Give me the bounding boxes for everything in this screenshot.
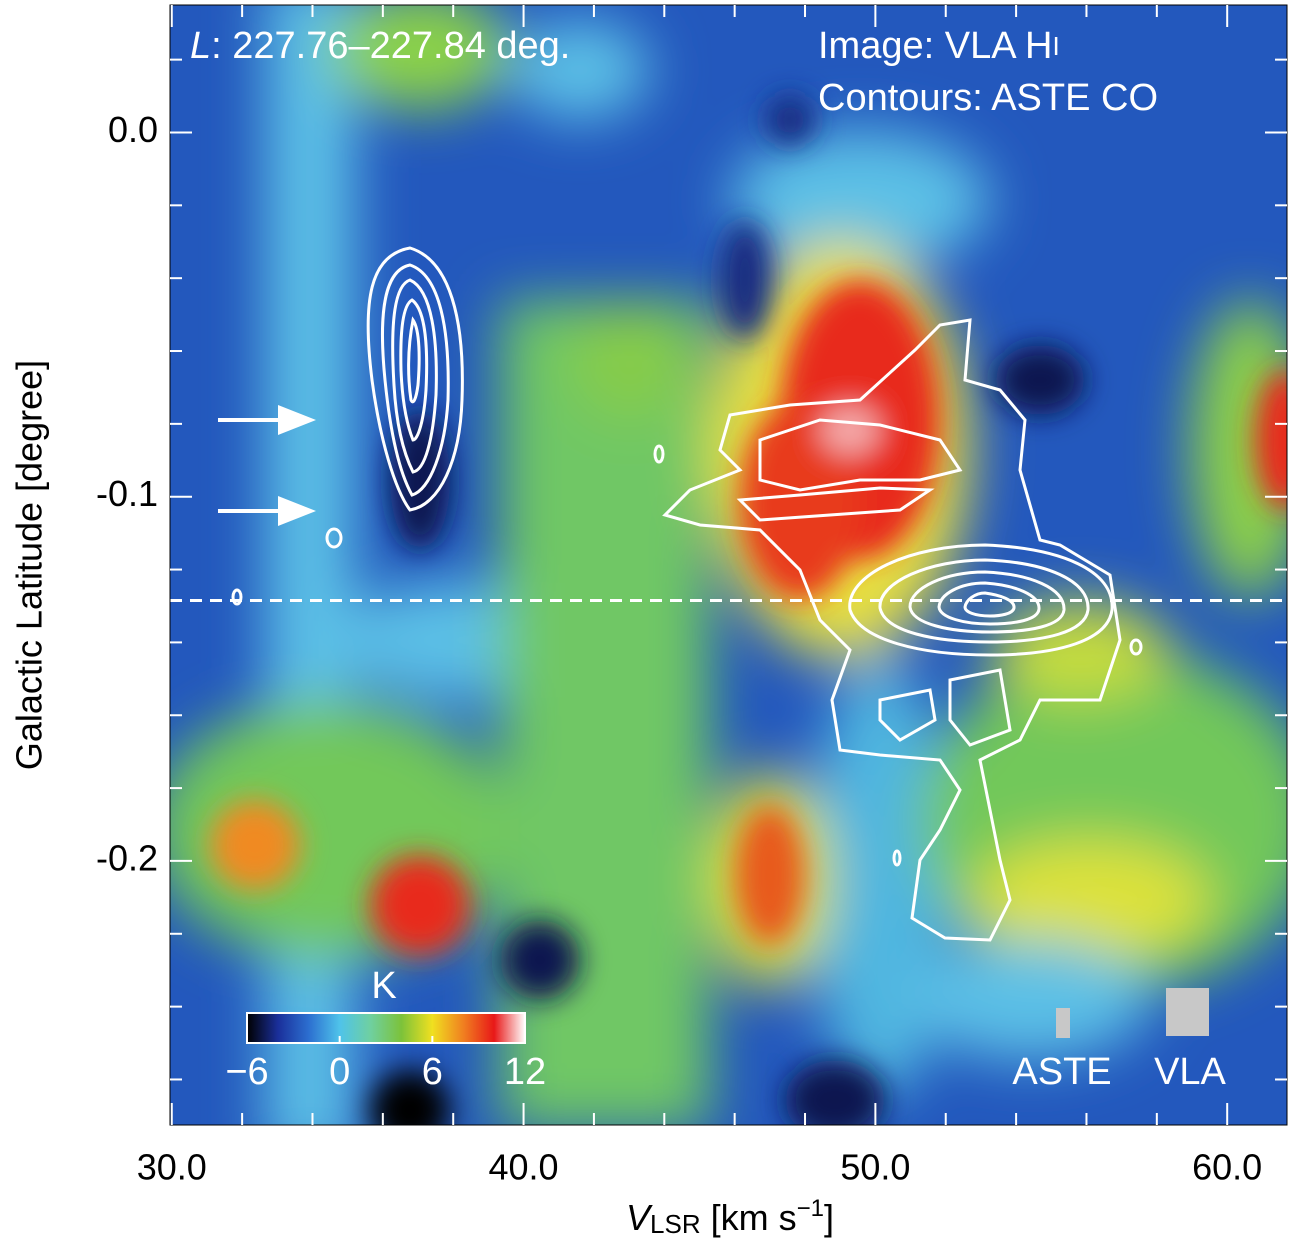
colorbar-tick-label: 0 (329, 1051, 350, 1093)
variable: L (190, 25, 211, 67)
x-axis-label: VLSR [km s−1] (626, 1195, 834, 1239)
colorbar-tick-label: 12 (504, 1051, 546, 1093)
colorbar-tick-label: 6 (422, 1051, 443, 1093)
text: : 227.76–227.84 deg. (211, 25, 570, 67)
contours-annotation: Contours: ASTE CO (818, 77, 1158, 119)
heatmap (150, 0, 1292, 1160)
y-tick-label: 0.0 (108, 109, 158, 150)
y-tick-label: -0.2 (96, 837, 158, 878)
x-tick-label: 40.0 (489, 1147, 559, 1188)
longitude-annotation: L: 227.76–227.84 deg. (190, 25, 570, 67)
colorbar (247, 1013, 525, 1043)
close: ] (824, 1197, 834, 1238)
beam-aste (1056, 1008, 1070, 1038)
beam-label: ASTE (1012, 1051, 1111, 1093)
x-tick-label: 30.0 (137, 1147, 207, 1188)
superscript: −1 (797, 1195, 824, 1222)
variable: V (626, 1197, 653, 1238)
x-tick-label: 50.0 (840, 1147, 910, 1188)
chart: ASTE VLA L: 227.76–227.84 deg. Image: VL… (0, 0, 1292, 1249)
beam-vla (1166, 988, 1209, 1036)
text: Image: VLA H (818, 25, 1052, 67)
colorbar-label: K (371, 965, 396, 1007)
y-axis-label: Galactic Latitude [degree] (9, 360, 50, 770)
x-tick-label: 60.0 (1192, 1147, 1262, 1188)
image-annotation: Image: VLA HI (818, 25, 1060, 67)
unit: [km s (701, 1197, 797, 1238)
suffix: I (1052, 31, 1059, 61)
y-tick-label: -0.1 (96, 473, 158, 514)
subscript: LSR (650, 1209, 701, 1239)
beam-label: VLA (1154, 1051, 1226, 1093)
colorbar-tick-label: −6 (225, 1051, 268, 1093)
